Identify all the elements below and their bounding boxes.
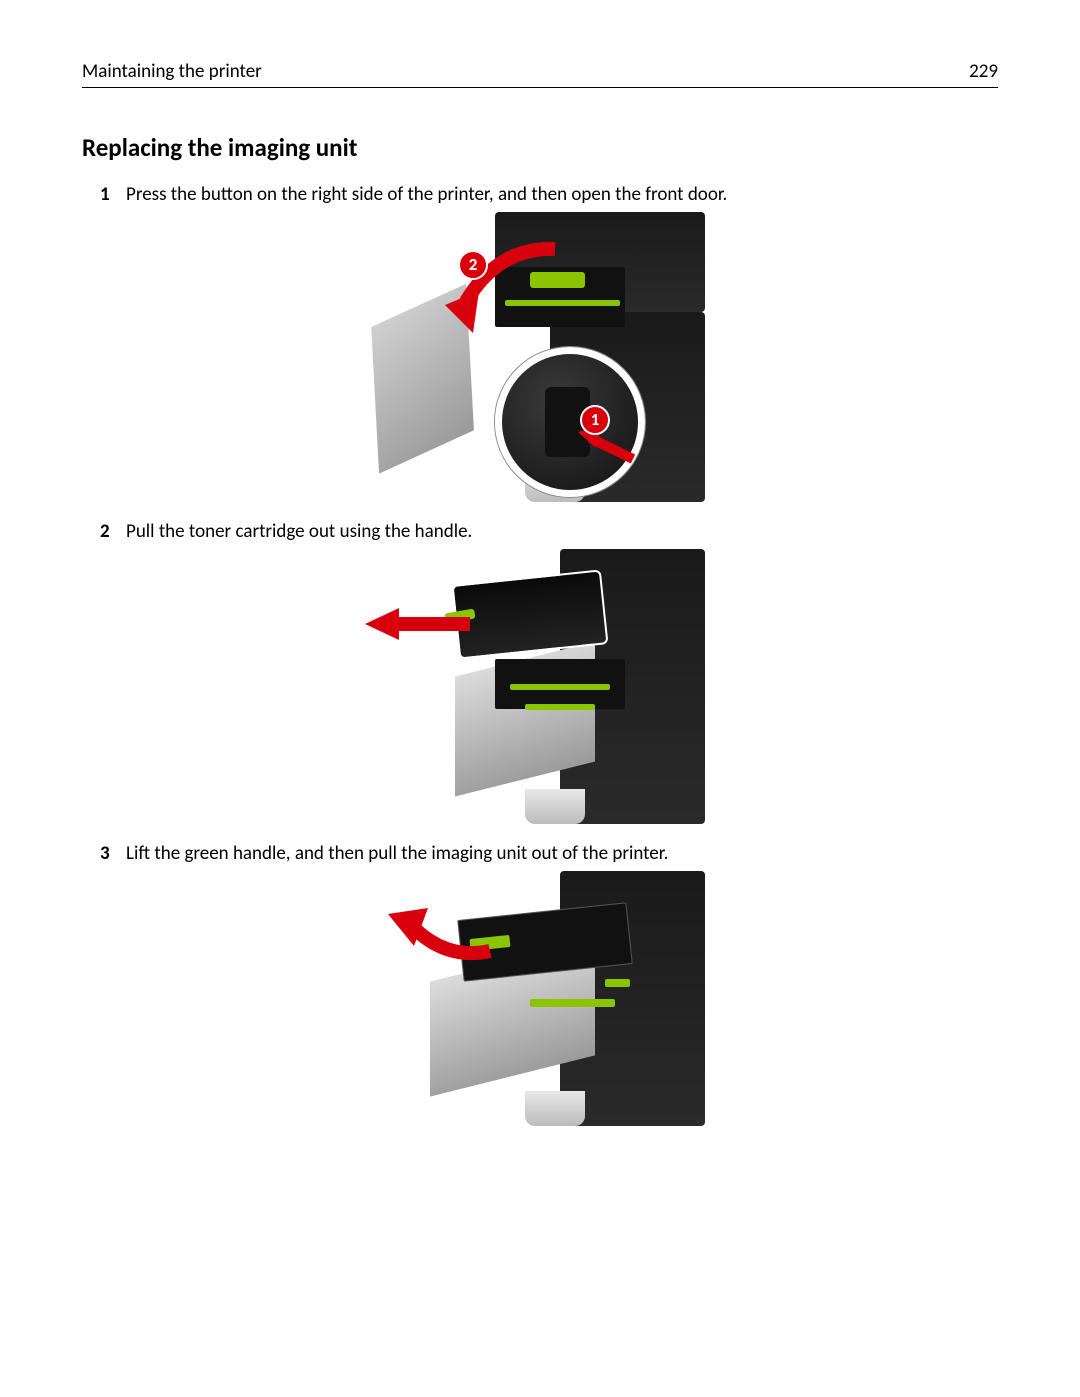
heading: Replacing the imaging unit xyxy=(82,132,998,163)
step-number: 3 xyxy=(100,842,114,865)
callout-badge-1: 1 xyxy=(580,405,610,435)
step-text: Pull the toner cartridge out using the h… xyxy=(126,520,472,543)
step-1: 1 Press the button on the right side of … xyxy=(82,183,998,206)
callout-badge-2-text: 2 xyxy=(469,254,478,275)
figure-2 xyxy=(82,549,998,824)
step-number: 1 xyxy=(100,183,114,206)
step-text: Press the button on the right side of th… xyxy=(126,183,727,206)
section-title: Maintaining the printer xyxy=(82,60,262,83)
figure-3 xyxy=(82,871,998,1126)
callout-badge-1-text: 1 xyxy=(591,409,600,430)
step-2: 2 Pull the toner cartridge out using the… xyxy=(82,520,998,543)
callout-badge-2: 2 xyxy=(458,250,488,280)
page-number: 229 xyxy=(969,60,998,83)
step-3: 3 Lift the green handle, and then pull t… xyxy=(82,842,998,865)
step-text: Lift the green handle, and then pull the… xyxy=(126,842,668,865)
figure-1: 1 2 xyxy=(82,212,998,502)
page-header: Maintaining the printer 229 xyxy=(82,60,998,88)
step-number: 2 xyxy=(100,520,114,543)
